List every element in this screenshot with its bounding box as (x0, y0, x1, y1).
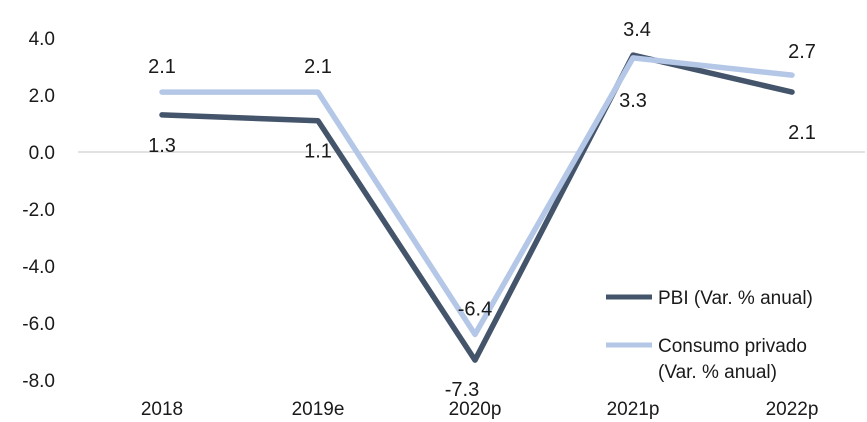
data-label-pbi: 2.1 (788, 122, 816, 144)
x-tick-label: 2018 (141, 399, 183, 420)
data-label-pbi: 3.4 (623, 19, 651, 41)
data-label-consumo: 2.1 (148, 56, 176, 78)
x-tick-label: 2020p (449, 399, 502, 420)
x-axis-ticks: 2018 2019e 2020p 2021p 2022p (141, 399, 819, 420)
series-line-pbi (159, 52, 795, 363)
data-label-pbi: -7.3 (445, 379, 479, 401)
series-lines (159, 52, 795, 363)
y-tick-label: -2.0 (22, 200, 55, 221)
y-tick-label: 4.0 (29, 29, 55, 50)
data-label-consumo: -6.4 (458, 298, 492, 320)
data-label-pbi: 1.1 (304, 141, 332, 163)
x-tick-label: 2022p (766, 399, 819, 420)
y-tick-label: 0.0 (29, 143, 55, 164)
legend-label-consumo-line2: (Var. % anual) (658, 362, 777, 383)
data-label-consumo: 2.1 (304, 56, 332, 78)
x-tick-label: 2019e (292, 399, 345, 420)
data-label-consumo: 2.7 (788, 41, 816, 63)
y-tick-label: -6.0 (22, 314, 55, 335)
y-tick-label: 2.0 (29, 86, 55, 107)
y-axis-ticks: 4.0 2.0 0.0 -2.0 -4.0 -6.0 -8.0 (22, 29, 55, 392)
data-label-consumo: 3.3 (619, 90, 647, 112)
legend-label-pbi: PBI (Var. % anual) (658, 288, 813, 309)
series-line-consumo (159, 55, 795, 338)
legend-label-consumo-line1: Consumo privado (658, 336, 807, 357)
x-tick-label: 2021p (607, 399, 660, 420)
y-tick-label: -4.0 (22, 257, 55, 278)
y-tick-label: -8.0 (22, 371, 55, 392)
data-labels: 1.3 1.1 -7.3 3.4 2.1 2.1 2.1 -6.4 3.3 2.7 (148, 19, 816, 401)
legend: PBI (Var. % anual) Consumo privado (Var.… (606, 288, 813, 383)
data-label-pbi: 1.3 (148, 135, 176, 157)
